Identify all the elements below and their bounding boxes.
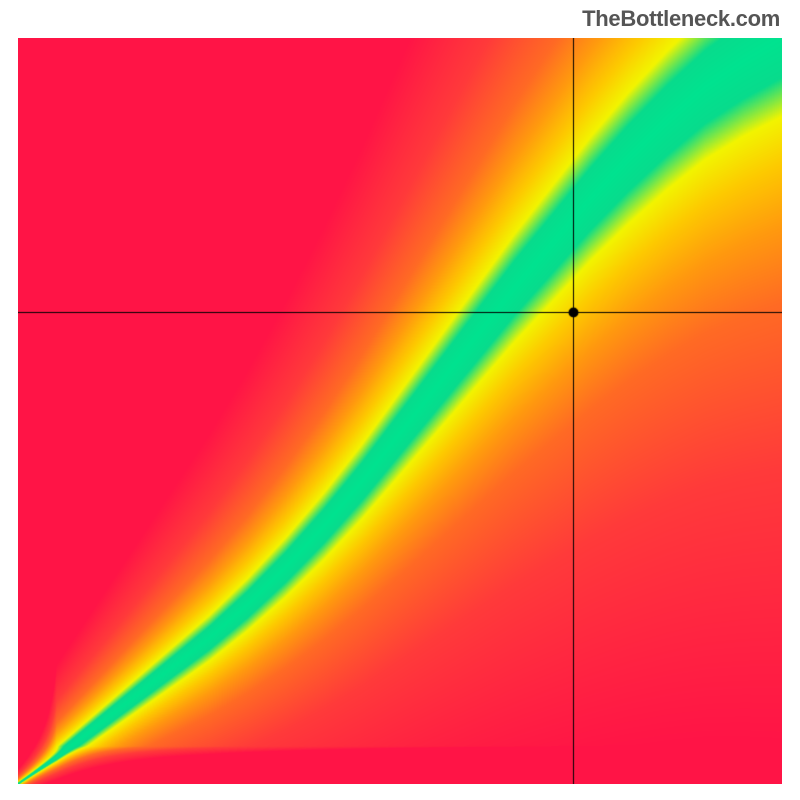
watermark-text: TheBottleneck.com [582, 6, 780, 32]
heatmap-canvas [18, 38, 782, 784]
bottleneck-heatmap [18, 38, 782, 784]
